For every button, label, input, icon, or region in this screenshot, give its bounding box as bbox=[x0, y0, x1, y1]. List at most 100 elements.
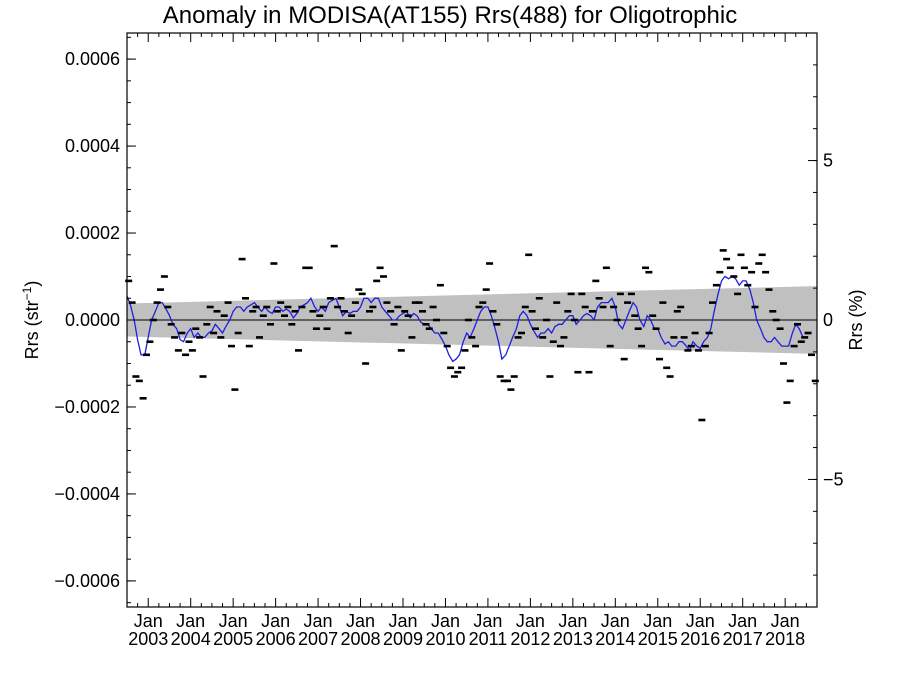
data-point bbox=[670, 336, 678, 339]
data-point bbox=[288, 323, 296, 326]
data-point bbox=[433, 318, 440, 322]
data-point bbox=[780, 362, 787, 365]
data-point bbox=[677, 305, 685, 309]
data-point bbox=[143, 353, 150, 357]
x-tick-label-year: 2018 bbox=[765, 629, 805, 649]
data-point bbox=[716, 270, 724, 274]
data-point bbox=[535, 297, 543, 300]
data-point bbox=[755, 262, 763, 265]
data-point bbox=[748, 270, 756, 274]
y2-tick-label: 0 bbox=[823, 310, 833, 330]
data-point bbox=[567, 292, 575, 296]
data-point bbox=[259, 314, 267, 317]
data-point bbox=[256, 336, 263, 339]
data-point bbox=[160, 275, 168, 278]
x-tick-label-month: Jan bbox=[516, 611, 545, 631]
data-point bbox=[373, 279, 381, 283]
data-point bbox=[249, 310, 257, 313]
x-tick-label-year: 2013 bbox=[553, 629, 593, 649]
data-point bbox=[305, 266, 313, 270]
data-point bbox=[581, 305, 589, 309]
data-point bbox=[571, 318, 578, 322]
data-point bbox=[157, 288, 164, 291]
data-point bbox=[387, 310, 395, 313]
data-point bbox=[206, 305, 214, 309]
data-point bbox=[585, 370, 593, 374]
x-tick-label-year: 2010 bbox=[425, 629, 465, 649]
data-point bbox=[765, 288, 773, 291]
x-tick-label-month: Jan bbox=[601, 611, 630, 631]
x-tick-label-month: Jan bbox=[176, 611, 205, 631]
data-point bbox=[355, 288, 363, 291]
data-point bbox=[348, 314, 356, 317]
y2-tick-label: 5 bbox=[823, 151, 833, 171]
y-tick-label: −0.0002 bbox=[54, 397, 120, 417]
data-point bbox=[649, 314, 657, 317]
data-point bbox=[340, 310, 348, 313]
data-point bbox=[804, 331, 812, 335]
y-tick-label: 0.0000 bbox=[65, 310, 120, 330]
data-point bbox=[182, 353, 190, 357]
data-point bbox=[557, 344, 564, 348]
data-point bbox=[695, 349, 702, 352]
data-point bbox=[334, 305, 342, 309]
x-tick-label-month: Jan bbox=[558, 611, 587, 631]
data-point bbox=[496, 375, 504, 378]
data-point bbox=[376, 266, 384, 270]
x-tick-label-year: 2015 bbox=[638, 629, 678, 649]
data-point bbox=[698, 418, 706, 422]
data-point bbox=[408, 336, 416, 339]
data-point bbox=[578, 292, 586, 296]
x-tick-label-month: Jan bbox=[219, 611, 248, 631]
smoothed-series-line bbox=[126, 275, 807, 363]
x-tick-label-year: 2008 bbox=[341, 629, 381, 649]
data-point bbox=[740, 266, 748, 270]
data-point bbox=[606, 344, 614, 348]
data-point bbox=[564, 310, 572, 313]
data-point bbox=[447, 366, 455, 370]
data-point bbox=[419, 310, 426, 313]
data-point bbox=[291, 310, 299, 313]
data-point bbox=[284, 305, 292, 309]
data-point bbox=[369, 305, 377, 309]
x-tick-label-year: 2006 bbox=[256, 629, 296, 649]
y-axis-label-right: Rrs (%) bbox=[846, 290, 866, 351]
data-point bbox=[808, 353, 815, 357]
data-point bbox=[178, 331, 186, 335]
data-point bbox=[443, 344, 451, 348]
data-point bbox=[719, 249, 727, 252]
data-point bbox=[493, 323, 501, 326]
data-point bbox=[164, 305, 172, 309]
data-point bbox=[549, 340, 557, 343]
data-point bbox=[203, 323, 211, 326]
data-point bbox=[543, 318, 550, 322]
x-tick-label-month: Jan bbox=[134, 611, 163, 631]
data-point bbox=[595, 297, 603, 300]
data-point bbox=[599, 305, 607, 309]
data-point bbox=[397, 349, 405, 352]
data-point bbox=[642, 266, 649, 270]
x-tick-label-year: 2003 bbox=[128, 629, 168, 649]
data-point bbox=[546, 375, 554, 378]
data-point bbox=[196, 336, 204, 339]
x-tick-label-year: 2017 bbox=[723, 629, 763, 649]
data-point bbox=[464, 318, 472, 322]
data-point bbox=[790, 344, 798, 348]
data-point bbox=[479, 301, 487, 304]
data-point bbox=[213, 310, 221, 313]
data-point bbox=[613, 318, 621, 322]
data-point bbox=[224, 301, 232, 304]
y-tick-label: −0.0006 bbox=[54, 571, 120, 591]
data-point bbox=[217, 336, 225, 339]
data-point bbox=[687, 344, 695, 348]
data-point bbox=[295, 349, 302, 352]
data-point bbox=[751, 305, 759, 309]
data-point bbox=[358, 292, 366, 296]
data-point bbox=[758, 253, 766, 257]
data-point bbox=[415, 301, 423, 304]
data-point bbox=[167, 323, 175, 326]
data-point bbox=[309, 310, 317, 313]
data-point bbox=[185, 340, 193, 343]
x-tick-label-month: Jan bbox=[686, 611, 715, 631]
data-point bbox=[709, 301, 716, 304]
